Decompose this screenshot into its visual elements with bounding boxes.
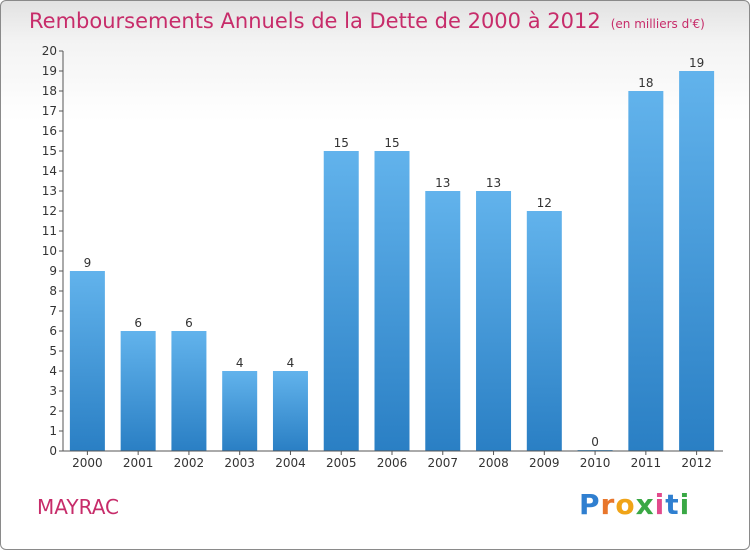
city-name: MAYRAC: [37, 495, 119, 519]
x-tick-label: 2002: [174, 456, 205, 470]
y-tick: 12: [42, 204, 63, 218]
y-tick-label: 3: [49, 384, 57, 398]
y-tick: 1: [49, 424, 63, 438]
bar-value-label: 0: [591, 435, 599, 449]
logo-letter: r: [600, 488, 616, 521]
chart-title-text: Remboursements Annuels de la Dette de 20…: [29, 9, 601, 33]
x-tick-label: 2000: [72, 456, 103, 470]
proxiti-logo[interactable]: Proxiti: [579, 488, 690, 521]
y-tick: 17: [42, 104, 63, 118]
y-tick-label: 0: [49, 444, 57, 458]
y-tick-label: 16: [42, 124, 57, 138]
y-tick-label: 17: [42, 104, 57, 118]
bar-value-label: 6: [134, 316, 142, 330]
x-tick-label: 2007: [427, 456, 458, 470]
x-tick-label: 2004: [275, 456, 306, 470]
x-tick-label: 2009: [529, 456, 560, 470]
logo-letter: i: [679, 488, 691, 521]
y-tick: 16: [42, 124, 63, 138]
y-tick-label: 7: [49, 304, 57, 318]
y-tick-label: 19: [42, 64, 57, 78]
bar-series: 9 6 6 4 4 15 15 13 13 12 0 18 19: [69, 56, 715, 451]
y-tick: 5: [49, 344, 63, 358]
bar-2011: [628, 91, 664, 451]
bar-value-label: 9: [84, 256, 92, 270]
y-tick: 19: [42, 64, 63, 78]
x-tick-label: 2006: [377, 456, 408, 470]
bar-2012: [679, 71, 715, 451]
y-tick-label: 2: [49, 404, 57, 418]
y-tick: 11: [42, 224, 63, 238]
x-tick-label: 2005: [326, 456, 357, 470]
bar-2002: [171, 331, 207, 451]
y-tick-label: 10: [42, 244, 57, 258]
y-tick: 13: [42, 184, 63, 198]
y-tick: 7: [49, 304, 63, 318]
x-tick-label: 2010: [580, 456, 611, 470]
bar-2000: [69, 271, 105, 451]
bar-value-label: 18: [638, 76, 653, 90]
y-tick: 2: [49, 404, 63, 418]
bar-value-label: 13: [435, 176, 450, 190]
x-tick-label: 2012: [681, 456, 712, 470]
y-tick: 3: [49, 384, 63, 398]
bar-2009: [526, 211, 562, 451]
chart-title: Remboursements Annuels de la Dette de 20…: [29, 9, 705, 33]
bar-value-label: 15: [384, 136, 399, 150]
logo-letter: x: [635, 488, 655, 521]
y-tick-label: 20: [42, 44, 57, 58]
x-axis: 2000 2001 2002 2003 2004 2005 2006 2007 2008 2009…: [63, 450, 723, 470]
bar-2007: [425, 191, 461, 451]
y-tick: 20: [42, 44, 63, 58]
bar-value-label: 19: [689, 56, 704, 70]
y-tick-label: 4: [49, 364, 57, 378]
bar-value-label: 13: [486, 176, 501, 190]
bar-2004: [272, 371, 308, 451]
y-tick: 4: [49, 364, 63, 378]
bar-2008: [476, 191, 512, 451]
logo-letter: P: [579, 488, 601, 521]
x-tick-label: 2003: [224, 456, 255, 470]
bar-value-label: 15: [334, 136, 349, 150]
bar-value-label: 4: [236, 356, 244, 370]
y-tick: 10: [42, 244, 63, 258]
y-tick: 9: [49, 264, 63, 278]
y-tick-label: 14: [42, 164, 57, 178]
bar-value-label: 4: [287, 356, 295, 370]
y-tick: 6: [49, 324, 63, 338]
y-tick-label: 12: [42, 204, 57, 218]
bar-2001: [120, 331, 156, 451]
y-tick: 18: [42, 84, 63, 98]
bar-value-label: 12: [537, 196, 552, 210]
unit-note: (en milliers d'€): [610, 17, 705, 31]
x-tick-label: 2001: [123, 456, 154, 470]
y-tick-label: 15: [42, 144, 57, 158]
y-tick-label: 11: [42, 224, 57, 238]
y-tick-label: 18: [42, 84, 57, 98]
bar-2006: [374, 151, 410, 451]
bar-2005: [323, 151, 359, 451]
bar-value-label: 6: [185, 316, 193, 330]
y-tick: 15: [42, 144, 63, 158]
logo-letter: o: [615, 488, 636, 521]
bar-2003: [222, 371, 258, 451]
y-tick: 8: [49, 284, 63, 298]
y-tick: 14: [42, 164, 63, 178]
y-tick-label: 8: [49, 284, 57, 298]
x-tick-label: 2008: [478, 456, 509, 470]
y-tick-label: 1: [49, 424, 57, 438]
y-tick-label: 9: [49, 264, 57, 278]
y-tick-label: 6: [49, 324, 57, 338]
y-tick: 0: [49, 444, 63, 458]
logo-letter: i: [654, 488, 666, 521]
y-tick-label: 13: [42, 184, 57, 198]
y-tick-label: 5: [49, 344, 57, 358]
x-tick-label: 2011: [631, 456, 662, 470]
logo-letter: t: [665, 488, 680, 521]
